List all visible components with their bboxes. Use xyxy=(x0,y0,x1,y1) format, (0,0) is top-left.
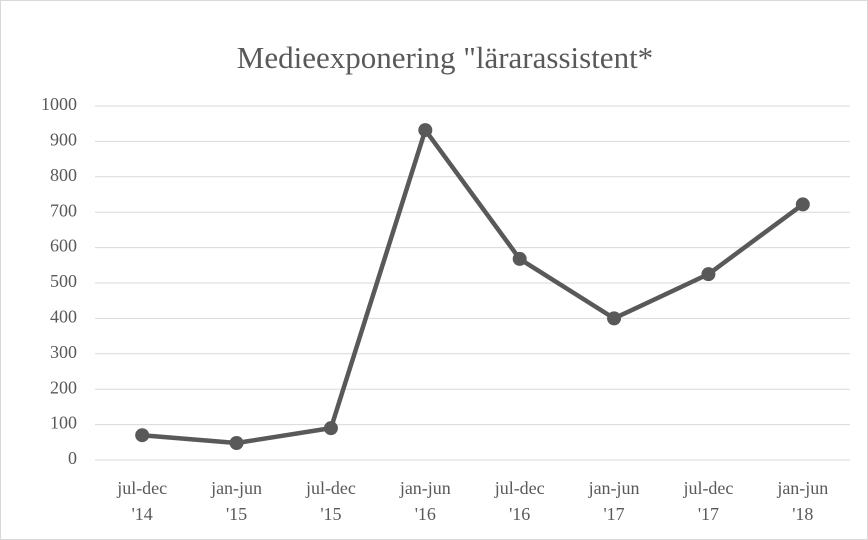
y-tick-label: 700 xyxy=(50,200,77,220)
data-line xyxy=(142,127,805,446)
x-tick-label: jul-dec '16 xyxy=(494,478,545,524)
y-tick-label: 900 xyxy=(50,130,77,150)
data-point xyxy=(323,421,338,436)
data-point xyxy=(607,311,622,326)
x-tick-label: jan-jun '15 xyxy=(210,478,262,524)
y-tick-label: 600 xyxy=(50,236,77,256)
x-tick-label: jan-jun '18 xyxy=(776,478,828,524)
y-tick-label: 0 xyxy=(68,448,77,468)
data-point xyxy=(512,251,527,266)
chart-title: Medieexponering "lärarassistent* xyxy=(237,40,653,75)
x-tick-label: jan-jun '17 xyxy=(588,478,640,524)
y-tick-label: 1000 xyxy=(41,94,77,114)
x-tick-label: jul-dec '17 xyxy=(682,478,733,524)
data-point xyxy=(229,436,244,451)
x-tick-label: jul-dec '14 xyxy=(116,478,167,524)
y-tick-label: 100 xyxy=(50,413,77,433)
y-tick-label: 200 xyxy=(50,377,77,397)
y-tick-label: 500 xyxy=(50,271,77,291)
data-point xyxy=(418,123,433,138)
x-tick-label: jan-jun '16 xyxy=(399,478,451,524)
data-point xyxy=(795,197,810,212)
x-tick-label: jul-dec '15 xyxy=(305,478,356,524)
y-tick-label: 400 xyxy=(50,307,77,327)
data-point xyxy=(135,428,150,443)
y-tick-label: 300 xyxy=(50,342,77,362)
data-point xyxy=(701,267,716,282)
y-tick-label: 800 xyxy=(50,165,77,185)
